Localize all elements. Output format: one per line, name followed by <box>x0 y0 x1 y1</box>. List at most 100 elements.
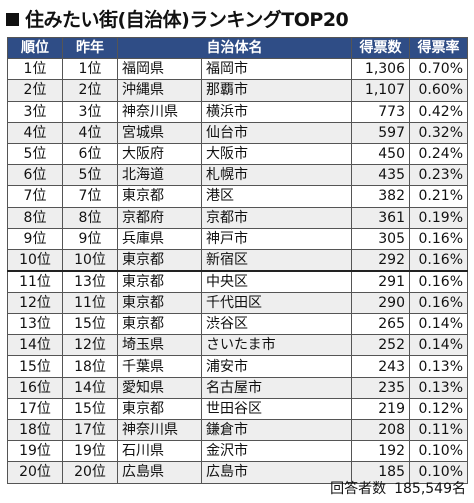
rate-cell: 0.13% <box>409 355 468 378</box>
table-row: 16位 14位 愛知県 名古屋市 235 0.13% <box>7 376 468 399</box>
prefecture-cell: 広島県 <box>117 461 202 484</box>
rank-cell: 13位 <box>7 313 63 336</box>
votes-cell: 382 <box>351 185 410 208</box>
table-row: 6位 5位 北海道 札幌市 435 0.23% <box>7 164 468 187</box>
votes-cell: 1,107 <box>351 79 410 102</box>
previous-rank-cell: 6位 <box>62 142 118 166</box>
rank-cell: 14位 <box>7 334 63 357</box>
rate-cell: 0.16% <box>409 227 468 250</box>
table-header-row: 順位 昨年 自治体名 得票数 得票率 <box>7 36 468 60</box>
prefecture-cell: 東京都 <box>117 248 202 272</box>
table-row: 2位 2位 沖縄県 那覇市 1,107 0.60% <box>7 79 468 102</box>
prefecture-cell: 福岡県 <box>117 58 202 81</box>
prefecture-cell: 東京都 <box>117 185 202 208</box>
previous-rank-cell: 19位 <box>62 440 118 463</box>
rate-cell: 0.16% <box>409 291 468 315</box>
table-row: 17位 15位 東京都 世田谷区 219 0.12% <box>7 397 468 421</box>
votes-cell: 435 <box>351 164 410 187</box>
table-row: 18位 17位 神奈川県 鎌倉市 208 0.11% <box>7 418 468 442</box>
city-cell: 千代田区 <box>201 291 352 315</box>
city-cell: 鎌倉市 <box>201 418 352 442</box>
prefecture-cell: 東京都 <box>117 291 202 315</box>
rank-cell: 4位 <box>7 121 63 144</box>
city-cell: 世田谷区 <box>201 397 352 421</box>
rate-cell: 0.70% <box>409 58 468 81</box>
city-cell: 仙台市 <box>201 121 352 144</box>
rank-cell: 8位 <box>7 206 63 229</box>
city-cell: 神戸市 <box>201 227 352 250</box>
rank-cell: 12位 <box>7 291 63 315</box>
table-row: 10位 10位 東京都 新宿区 292 0.16% <box>7 248 468 272</box>
prefecture-cell: 沖縄県 <box>117 79 202 102</box>
city-cell: 浦安市 <box>201 355 352 378</box>
rank-cell: 20位 <box>7 461 63 484</box>
city-cell: 中央区 <box>201 269 352 293</box>
prefecture-cell: 愛知県 <box>117 376 202 399</box>
previous-rank-cell: 9位 <box>62 227 118 250</box>
table-row: 3位 3位 神奈川県 横浜市 773 0.42% <box>7 100 468 123</box>
rank-cell: 6位 <box>7 164 63 187</box>
city-cell: さいたま市 <box>201 334 352 357</box>
previous-rank-cell: 15位 <box>62 313 118 336</box>
rate-cell: 0.12% <box>409 397 468 421</box>
rank-cell: 11位 <box>7 269 63 293</box>
votes-cell: 292 <box>351 248 410 272</box>
table-row: 15位 18位 千葉県 浦安市 243 0.13% <box>7 355 468 378</box>
ranking-table: 順位 昨年 自治体名 得票数 得票率 1位 1位 福岡県 福岡市 1,306 0.70% 2… <box>7 36 468 484</box>
votes-cell: 773 <box>351 100 410 123</box>
column-header-votes: 得票数 <box>351 36 410 60</box>
rate-cell: 0.60% <box>409 79 468 102</box>
previous-rank-cell: 13位 <box>62 269 118 293</box>
votes-cell: 305 <box>351 227 410 250</box>
rate-cell: 0.19% <box>409 206 468 229</box>
prefecture-cell: 宮城県 <box>117 121 202 144</box>
previous-rank-cell: 10位 <box>62 248 118 272</box>
table-row: 13位 15位 東京都 渋谷区 265 0.14% <box>7 313 468 336</box>
city-cell: 名古屋市 <box>201 376 352 399</box>
prefecture-cell: 東京都 <box>117 313 202 336</box>
rank-cell: 5位 <box>7 142 63 166</box>
prefecture-cell: 千葉県 <box>117 355 202 378</box>
rate-cell: 0.13% <box>409 376 468 399</box>
table-row: 1位 1位 福岡県 福岡市 1,306 0.70% <box>7 58 468 81</box>
page-title: 住みたい街(自治体)ランキングTOP20 <box>6 6 349 34</box>
votes-cell: 252 <box>351 334 410 357</box>
city-cell: 京都市 <box>201 206 352 229</box>
rate-cell: 0.23% <box>409 164 468 187</box>
previous-rank-cell: 12位 <box>62 334 118 357</box>
respondent-count-label: 回答者数 <box>330 481 387 497</box>
table-row: 8位 8位 京都府 京都市 361 0.19% <box>7 206 468 229</box>
table-body: 1位 1位 福岡県 福岡市 1,306 0.70% 2位 2位 沖縄県 那覇市 1,107 0.60%… <box>7 58 468 484</box>
previous-rank-cell: 14位 <box>62 376 118 399</box>
city-cell: 新宿区 <box>201 248 352 272</box>
city-cell: 札幌市 <box>201 164 352 187</box>
votes-cell: 361 <box>351 206 410 229</box>
rank-cell: 2位 <box>7 79 63 102</box>
rank-cell: 19位 <box>7 440 63 463</box>
rate-cell: 0.14% <box>409 334 468 357</box>
votes-cell: 243 <box>351 355 410 378</box>
table-row: 11位 13位 東京都 中央区 291 0.16% <box>7 269 468 293</box>
previous-rank-cell: 11位 <box>62 291 118 315</box>
rank-cell: 15位 <box>7 355 63 378</box>
rate-cell: 0.10% <box>409 461 468 484</box>
rank-cell: 9位 <box>7 227 63 250</box>
votes-cell: 265 <box>351 313 410 336</box>
prefecture-cell: 東京都 <box>117 397 202 421</box>
rate-cell: 0.14% <box>409 313 468 336</box>
prefecture-cell: 東京都 <box>117 269 202 293</box>
table-row: 9位 9位 兵庫県 神戸市 305 0.16% <box>7 227 468 250</box>
rank-cell: 18位 <box>7 418 63 442</box>
rank-cell: 3位 <box>7 100 63 123</box>
table-row: 7位 7位 東京都 港区 382 0.21% <box>7 185 468 208</box>
votes-cell: 208 <box>351 418 410 442</box>
rank-cell: 16位 <box>7 376 63 399</box>
city-cell: 大阪市 <box>201 142 352 166</box>
votes-cell: 185 <box>351 461 410 484</box>
votes-cell: 1,306 <box>351 58 410 81</box>
city-cell: 横浜市 <box>201 100 352 123</box>
rate-cell: 0.21% <box>409 185 468 208</box>
table-row: 20位 20位 広島県 広島市 185 0.10% <box>7 461 468 484</box>
rank-cell: 1位 <box>7 58 63 81</box>
votes-cell: 290 <box>351 291 410 315</box>
